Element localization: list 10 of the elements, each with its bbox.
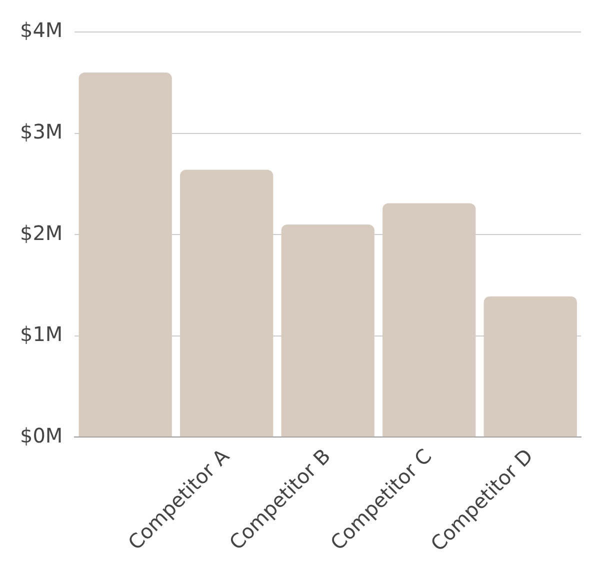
bar [180,170,274,437]
y-tick-label: $3M [20,120,63,144]
bar [382,203,476,437]
y-tick-label: $2M [20,220,63,245]
bar [281,224,374,437]
bar [484,296,577,437]
y-tick-label: $1M [20,322,63,346]
bar [78,72,172,437]
y-tick-label: $4M [20,18,63,42]
y-tick-label: $0M [20,423,63,448]
